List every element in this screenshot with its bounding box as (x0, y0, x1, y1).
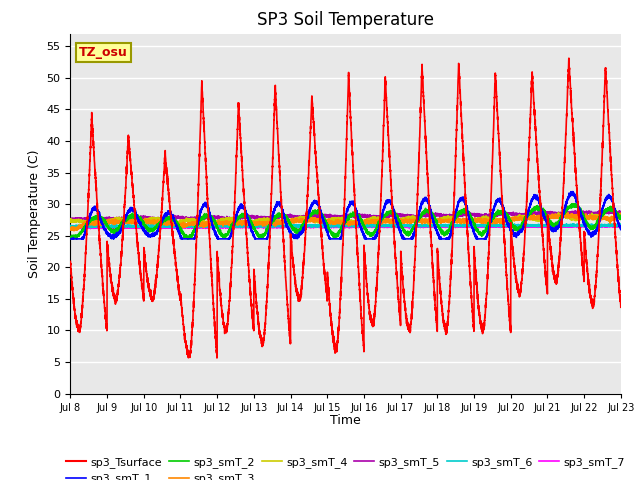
Legend: sp3_Tsurface, sp3_smT_1, sp3_smT_2, sp3_smT_3, sp3_smT_4, sp3_smT_5, sp3_smT_6, : sp3_Tsurface, sp3_smT_1, sp3_smT_2, sp3_… (61, 453, 630, 480)
sp3_smT_6 (484, 222, 492, 228)
sp3_Tsurface (587, 297, 595, 302)
sp3_smT_7 (327, 225, 335, 230)
sp3_smT_1 (617, 225, 625, 230)
sp3_smT_4 (67, 216, 74, 222)
sp3_smT_3 (594, 213, 602, 219)
Text: TZ_osu: TZ_osu (79, 46, 127, 59)
sp3_smT_3 (587, 216, 595, 221)
sp3_smT_4 (594, 213, 602, 219)
sp3_smT_2 (484, 220, 492, 226)
sp3_smT_2 (253, 231, 261, 237)
sp3_smT_4 (555, 210, 563, 216)
sp3_smT_7 (594, 223, 602, 229)
sp3_smT_2 (327, 229, 335, 235)
sp3_smT_5 (253, 216, 261, 221)
sp3_smT_2 (587, 224, 595, 229)
sp3_smT_4 (617, 214, 625, 219)
Line: sp3_Tsurface: sp3_Tsurface (70, 58, 621, 358)
sp3_Tsurface (484, 262, 492, 268)
sp3_smT_5 (594, 210, 602, 216)
Title: SP3 Soil Temperature: SP3 Soil Temperature (257, 11, 434, 29)
sp3_smT_6 (469, 223, 477, 229)
sp3_smT_5 (327, 214, 335, 219)
Line: sp3_smT_3: sp3_smT_3 (70, 213, 621, 231)
sp3_smT_4 (484, 215, 492, 221)
sp3_smT_7 (253, 224, 261, 230)
sp3_smT_1 (484, 229, 492, 235)
sp3_smT_7 (67, 225, 74, 231)
sp3_smT_6 (327, 224, 335, 229)
sp3_smT_2 (469, 218, 477, 224)
sp3_smT_4 (587, 212, 595, 217)
Line: sp3_smT_1: sp3_smT_1 (70, 192, 621, 239)
sp3_smT_3 (67, 227, 74, 233)
sp3_smT_1 (469, 225, 477, 231)
sp3_smT_1 (327, 236, 335, 242)
sp3_Tsurface (594, 251, 602, 256)
Y-axis label: Soil Temperature (C): Soil Temperature (C) (28, 149, 41, 278)
sp3_smT_3 (564, 210, 572, 216)
sp3_smT_6 (587, 223, 595, 229)
sp3_smT_7 (469, 224, 477, 229)
X-axis label: Time: Time (330, 414, 361, 427)
sp3_smT_6 (253, 224, 261, 230)
sp3_smT_2 (67, 235, 74, 240)
sp3_smT_1 (569, 189, 577, 194)
Line: sp3_smT_6: sp3_smT_6 (70, 224, 621, 228)
sp3_smT_6 (88, 225, 95, 231)
sp3_smT_4 (327, 217, 335, 223)
sp3_smT_6 (617, 223, 625, 229)
sp3_smT_3 (327, 219, 335, 225)
sp3_Tsurface (469, 314, 477, 320)
sp3_smT_4 (253, 218, 261, 224)
sp3_smT_4 (469, 217, 477, 223)
Line: sp3_smT_5: sp3_smT_5 (70, 211, 621, 221)
sp3_smT_2 (67, 236, 74, 242)
sp3_smT_2 (617, 216, 625, 222)
Line: sp3_smT_4: sp3_smT_4 (70, 213, 621, 225)
sp3_smT_7 (587, 223, 595, 229)
sp3_smT_3 (70, 228, 78, 234)
sp3_smT_5 (587, 210, 595, 216)
sp3_smT_6 (563, 221, 570, 227)
sp3_Tsurface (617, 304, 625, 310)
sp3_smT_5 (79, 218, 86, 224)
sp3_smT_7 (484, 224, 492, 229)
sp3_smT_6 (67, 223, 74, 228)
sp3_smT_1 (587, 234, 595, 240)
sp3_Tsurface (213, 355, 221, 361)
sp3_smT_3 (253, 219, 261, 225)
sp3_smT_5 (611, 208, 619, 214)
sp3_smT_5 (484, 212, 492, 218)
Line: sp3_smT_2: sp3_smT_2 (70, 204, 621, 239)
sp3_smT_5 (617, 210, 625, 216)
sp3_smT_2 (569, 201, 577, 206)
sp3_smT_5 (67, 216, 74, 222)
sp3_smT_1 (594, 224, 602, 229)
sp3_smT_7 (577, 222, 584, 228)
sp3_smT_6 (594, 223, 602, 228)
sp3_Tsurface (67, 259, 74, 264)
sp3_smT_1 (253, 236, 261, 242)
sp3_smT_4 (173, 222, 181, 228)
sp3_smT_3 (484, 218, 492, 224)
sp3_Tsurface (327, 315, 335, 321)
sp3_smT_7 (617, 224, 625, 229)
sp3_smT_3 (469, 218, 477, 224)
sp3_Tsurface (565, 55, 573, 61)
sp3_smT_5 (469, 212, 477, 217)
sp3_smT_2 (594, 220, 602, 226)
sp3_smT_1 (67, 236, 74, 242)
sp3_smT_3 (617, 214, 625, 219)
sp3_Tsurface (253, 312, 261, 318)
sp3_smT_7 (87, 226, 95, 231)
Line: sp3_smT_7: sp3_smT_7 (70, 225, 621, 228)
